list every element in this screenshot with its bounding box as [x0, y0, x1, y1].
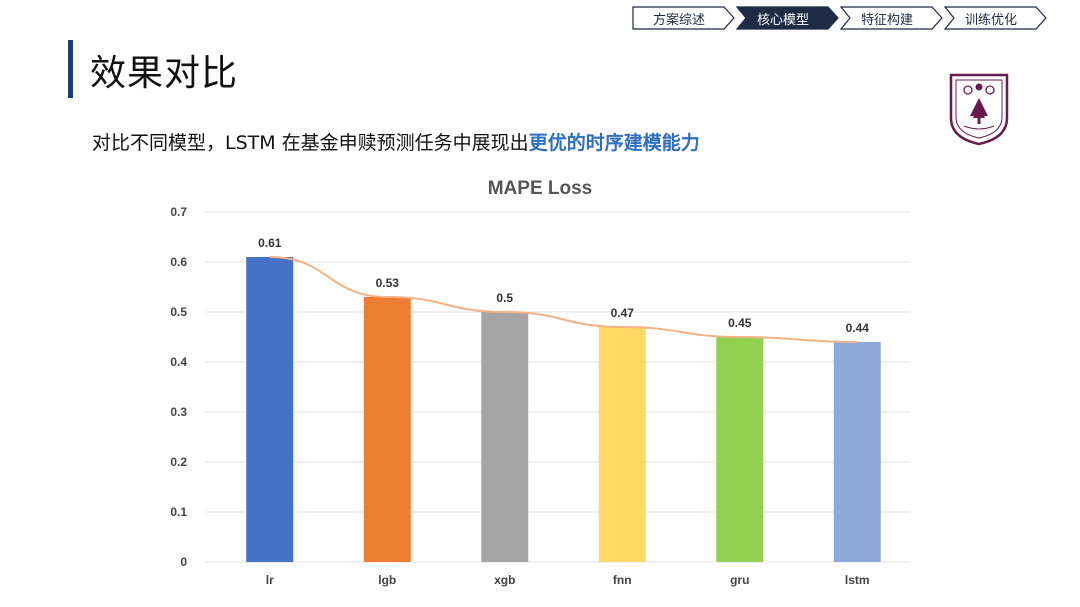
y-tick-label: 0.2: [170, 455, 187, 469]
nav-step-overview[interactable]: 方案综述: [632, 6, 736, 30]
chart-trend-line: [269, 256, 858, 343]
nav-step-features[interactable]: 特征构建: [840, 6, 944, 30]
bar-gru: [716, 337, 764, 562]
data-label: 0.53: [376, 276, 400, 290]
title-accent-bar: [68, 40, 73, 98]
nav-step-training[interactable]: 训练优化: [944, 6, 1048, 30]
y-tick-label: 0.4: [170, 355, 187, 369]
x-tick-label: lgb: [378, 573, 396, 587]
data-label: 0.47: [611, 306, 635, 320]
bar-lstm: [833, 342, 881, 562]
page-subtitle: 对比不同模型，LSTM 在基金申赎预测任务中展现出更优的时序建模能力: [92, 128, 700, 155]
x-tick-label: lstm: [845, 573, 870, 587]
nav-step-label: 核心模型: [756, 12, 809, 28]
nav-step-label: 训练优化: [964, 12, 1017, 28]
chevron-shape-icon: [944, 6, 1047, 30]
nav-step-label: 特征构建: [860, 12, 913, 28]
subtitle-highlight: 更优的时序建模能力: [528, 132, 700, 154]
subtitle-text: 对比不同模型，LSTM 在基金申赎预测任务中展现出: [92, 132, 529, 154]
y-tick-label: 0.1: [170, 505, 187, 519]
y-tick-label: 0.7: [170, 205, 187, 219]
bar-xgb: [481, 312, 529, 562]
x-tick-label: xgb: [494, 573, 515, 587]
nav-step-label: 方案综述: [652, 12, 705, 28]
bar-fnn: [598, 327, 646, 562]
y-tick-label: 0.5: [170, 305, 187, 319]
data-label: 0.61: [258, 236, 282, 250]
y-tick-label: 0.3: [170, 405, 187, 419]
x-tick-label: lr: [266, 573, 274, 587]
data-label: 0.5: [496, 291, 513, 305]
chart-x-axis: lr lgb xgb fnn gru lstm: [266, 573, 870, 587]
y-tick-label: 0.6: [170, 255, 187, 269]
chart-gridlines: [205, 211, 910, 563]
chevron-shape-icon: [632, 6, 735, 30]
y-tick-label: 0: [180, 555, 187, 569]
chevron-shape-icon: [840, 6, 943, 30]
x-tick-label: gru: [730, 573, 749, 587]
x-tick-label: fnn: [613, 573, 632, 587]
nav-step-core-model[interactable]: 核心模型: [736, 6, 840, 30]
page-title: 效果对比: [90, 53, 239, 94]
data-label: 0.44: [846, 321, 870, 335]
mape-loss-chart: MAPE Loss 0 0.1 0.2 0.3 0.4 0.5 0.6 0.7 0.61 0.5…: [165, 170, 915, 607]
chevron-shape-icon: [736, 6, 839, 30]
trend-line: [269, 256, 858, 343]
university-seal-icon: [948, 72, 1010, 146]
chart-y-axis: 0 0.1 0.2 0.3 0.4 0.5 0.6 0.7: [170, 205, 187, 569]
chart-bars: [246, 257, 881, 562]
data-label: 0.45: [728, 316, 752, 330]
breadcrumb-nav: 方案综述 核心模型 特征构建 训练优化: [632, 6, 1048, 32]
bar-lr: [246, 257, 294, 562]
chart-title: MAPE Loss: [488, 178, 593, 199]
bar-lgb: [363, 297, 411, 562]
chart-data-labels: 0.61 0.53 0.5 0.47 0.45 0.44: [258, 236, 869, 335]
